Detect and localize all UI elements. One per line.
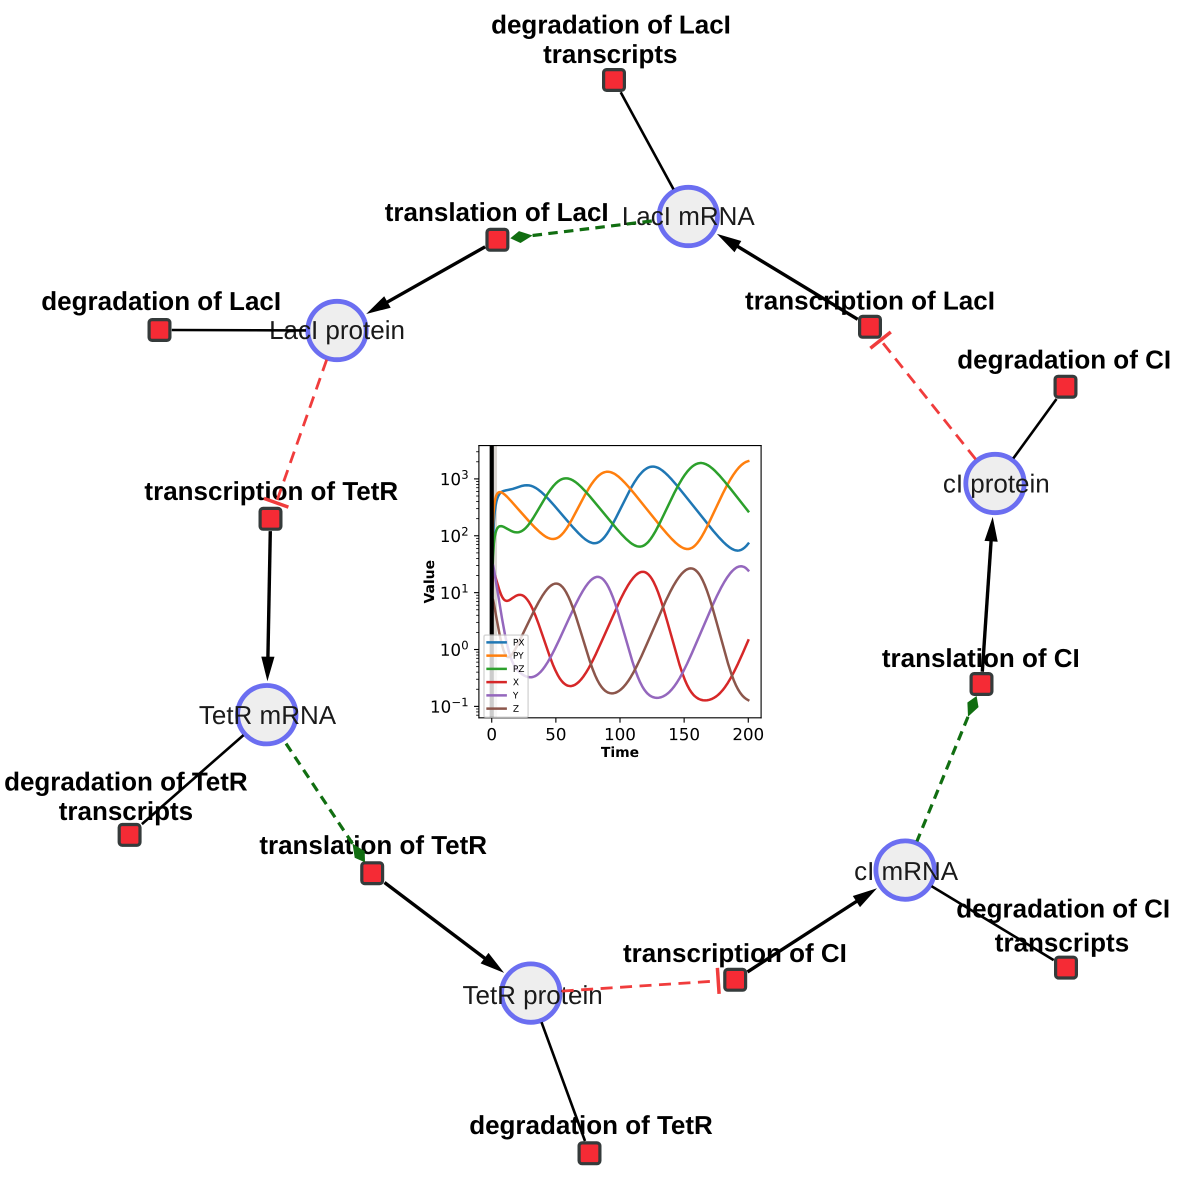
- svg-text:cI mRNA: cI mRNA: [854, 856, 959, 886]
- svg-text:degradation of CI: degradation of CI: [957, 345, 1171, 375]
- svg-text:translation of CI: translation of CI: [882, 643, 1080, 673]
- svg-text:translation of LacI: translation of LacI: [385, 197, 609, 227]
- svg-text:degradation of LacI: degradation of LacI: [41, 286, 281, 316]
- svg-text:cI protein: cI protein: [943, 469, 1050, 499]
- svg-text:transcription of LacI: transcription of LacI: [745, 286, 995, 316]
- svg-text:transcripts: transcripts: [543, 39, 677, 69]
- svg-text:transcripts: transcripts: [995, 927, 1129, 957]
- svg-text:TetR protein: TetR protein: [463, 980, 603, 1010]
- svg-text:transcripts: transcripts: [59, 796, 193, 826]
- svg-text:LacI mRNA: LacI mRNA: [622, 201, 756, 231]
- svg-text:degradation of TetR: degradation of TetR: [469, 1110, 713, 1140]
- svg-text:TetR mRNA: TetR mRNA: [199, 700, 337, 730]
- svg-text:transcription of CI: transcription of CI: [623, 938, 847, 968]
- svg-text:degradation of LacI: degradation of LacI: [491, 10, 731, 40]
- svg-text:degradation of CI: degradation of CI: [956, 894, 1170, 924]
- svg-text:translation of TetR: translation of TetR: [259, 830, 487, 860]
- svg-text:degradation of TetR: degradation of TetR: [4, 767, 248, 797]
